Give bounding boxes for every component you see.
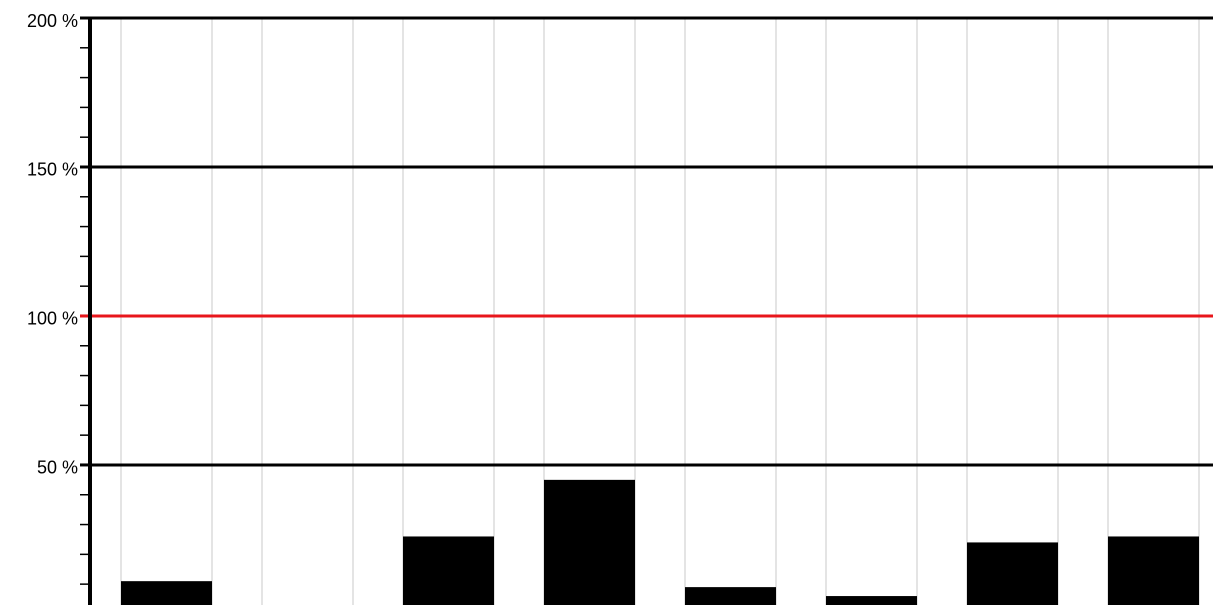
bar bbox=[685, 587, 776, 605]
y-tick-label: 100 % bbox=[27, 309, 78, 329]
bar bbox=[967, 542, 1058, 605]
bar bbox=[121, 581, 212, 605]
bar bbox=[826, 596, 917, 605]
y-tick-label: 150 % bbox=[27, 160, 78, 180]
bar bbox=[544, 479, 635, 605]
y-tick-label: 200 % bbox=[27, 11, 78, 31]
bar bbox=[403, 536, 494, 605]
bar bbox=[1108, 536, 1199, 605]
y-tick-label: 50 % bbox=[37, 458, 78, 478]
